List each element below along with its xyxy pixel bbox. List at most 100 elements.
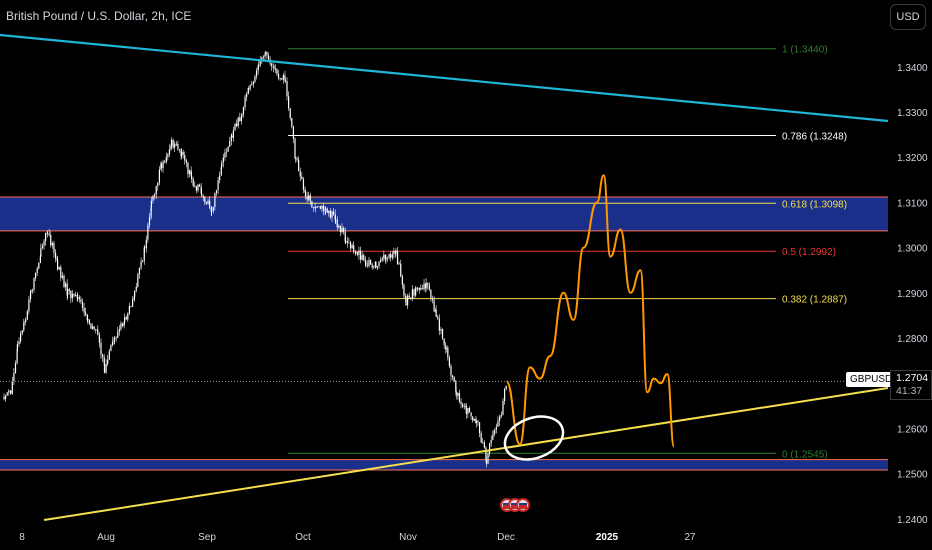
candle-body [393,250,395,255]
candle-body [71,293,74,299]
candle-body [76,295,78,299]
candle-body [205,202,208,204]
candle-body [36,268,38,273]
candle-body [504,388,506,401]
candle-body [120,323,122,330]
candle-body [127,313,129,320]
candle-body [143,247,145,261]
fibonacci-layer: 1 (1.3440) 0.786 (1.3248) 0.618 (1.3098) 0.… [288,45,847,460]
candle-body [97,330,99,335]
candle-body [381,258,383,261]
zone-layer [0,196,888,471]
candle-body [185,160,187,163]
candle-body [391,254,393,258]
candle-body [68,289,70,291]
candle-body [462,404,464,407]
candle-body [338,225,340,228]
candle-body [299,171,301,177]
candle-body [25,319,27,322]
candle-body [73,293,75,296]
candle-body [445,344,447,350]
candle-body [388,254,390,258]
candle-body [455,381,457,392]
candle-body [371,264,373,268]
candle-body [321,205,323,209]
candle-body [318,206,320,208]
candle-body [348,242,350,244]
us-flag-event-icon[interactable] [516,498,530,512]
candle-body [56,258,58,261]
fib-level-label: 0.786 (1.3248) [782,132,847,143]
candle-body [200,186,202,194]
candle-body [197,184,199,191]
candle-body [123,322,125,326]
candle-body [380,260,382,263]
economic-events[interactable] [500,498,530,512]
candle-body [309,195,311,202]
candle-body [102,354,104,357]
candle-body [452,375,454,378]
candle-body [431,297,434,301]
projection-path [505,174,675,448]
candle-body [322,205,325,211]
time-tick-label: Sep [198,532,216,543]
candle-body [284,75,286,80]
time-tick-label: Aug [97,532,115,543]
candle-body [499,415,501,419]
candle-body [165,157,167,163]
candle-body [334,214,336,220]
candle-body [319,206,321,209]
candle-body [162,161,164,169]
blue-trendline [0,33,889,123]
candle-body [10,390,12,394]
candle-body [158,169,160,183]
candle-body [154,194,156,196]
candle-body [91,326,94,329]
candle-body [413,289,415,296]
last-price-tag: 1.2704 41:37 [890,370,932,400]
price-tick-label: 1.3200 [897,153,928,164]
candle-body [326,208,328,213]
candle-body [246,93,248,97]
candle-body [214,193,216,207]
candle-body [95,329,97,330]
candle-body [401,276,403,285]
candle-body [184,154,186,161]
candle-body [370,259,372,265]
candle-body [430,289,432,298]
candle-body [437,316,439,319]
candle-body [435,309,437,317]
highlight-ellipse [503,415,565,461]
candle-body [366,265,368,266]
candle-body [28,299,30,312]
candle-body [497,421,499,427]
candle-body [210,207,212,212]
currency-button[interactable]: USD [890,4,926,30]
candle-body [292,126,294,139]
candle-body [460,401,462,405]
candle-body [13,372,15,382]
candle-body [43,240,45,246]
candle-body [237,117,239,127]
candle-body [433,300,435,312]
candle-body [111,341,114,346]
candle-body [296,157,298,160]
candle-body [75,295,77,296]
candle-body [404,295,407,299]
candle-body [453,377,455,382]
fib-level-label: 0.382 (1.2887) [782,295,847,306]
candle-body [314,207,317,208]
candle-body [375,261,377,268]
trendline-layer [0,33,889,521]
candle-body [78,297,80,300]
candle-body [331,211,333,218]
price-tick-label: 1.2800 [897,334,928,345]
candle-body [494,429,496,434]
last-price-value: 1.2704 [896,372,929,384]
candle-body [328,210,330,213]
candle-body [282,75,284,80]
candle-body [398,263,400,265]
symbol-tag: GBPUSD [846,372,897,387]
candle-body [172,139,174,148]
